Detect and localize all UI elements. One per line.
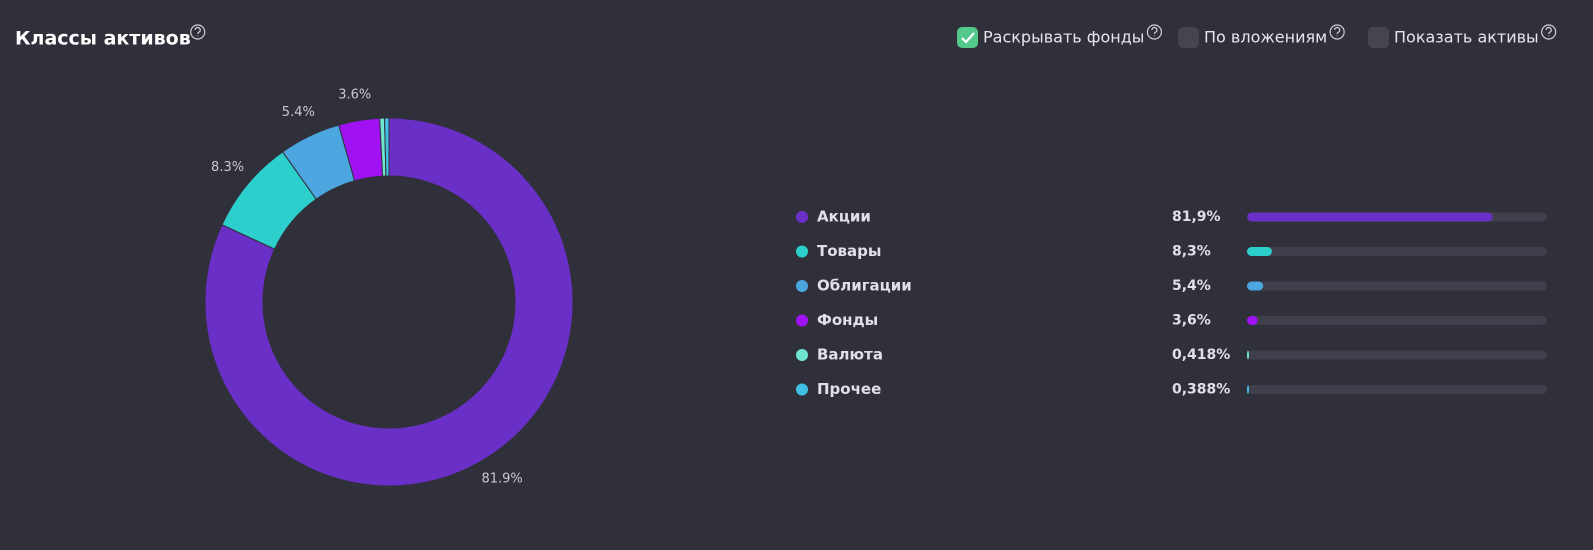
- legend-marker: [796, 349, 808, 361]
- bar-track: [1247, 281, 1547, 291]
- checkbox-box[interactable]: [1368, 27, 1389, 48]
- help-circle: [1541, 24, 1557, 40]
- slice-label: 3.6%: [338, 87, 371, 102]
- help-circle: [1146, 24, 1163, 40]
- legend-value: 81,9%: [1172, 209, 1221, 225]
- help-glyph: [1151, 26, 1158, 37]
- checkbox[interactable]: По вложениям: [1178, 27, 1327, 48]
- widget-title: Классы активов: [15, 28, 191, 50]
- legend-label: Валюта: [817, 346, 883, 364]
- bar: [1247, 247, 1272, 256]
- legend-value: 3,6%: [1172, 313, 1211, 329]
- legend-marker: [796, 245, 808, 258]
- help-glyph: [194, 26, 201, 37]
- donut-slice: [204, 117, 574, 487]
- slice-label: 5.4%: [282, 105, 315, 120]
- bar: [1247, 350, 1249, 360]
- help-icon[interactable]: [1146, 24, 1163, 40]
- bar-track: [1247, 247, 1547, 256]
- help-glyph: [1334, 26, 1341, 37]
- checkbox-label[interactable]: Раскрывать фонды: [983, 28, 1144, 47]
- checkbox-label[interactable]: Показать активы: [1394, 28, 1539, 47]
- legend-label: Фонды: [817, 311, 878, 329]
- bar: [1247, 385, 1249, 394]
- bar: [1247, 316, 1258, 325]
- checkbox-box[interactable]: [957, 27, 978, 48]
- legend-label: Облигации: [817, 277, 912, 295]
- legend-marker: [796, 383, 808, 396]
- help-icon[interactable]: [1329, 24, 1345, 40]
- help-circle: [190, 24, 206, 40]
- checkbox[interactable]: Раскрывать фонды: [957, 27, 1144, 48]
- legend-value: 0,418%: [1172, 347, 1230, 363]
- bar: [1247, 212, 1493, 222]
- slice-label: 8.3%: [211, 160, 244, 175]
- legend-value: 5,4%: [1172, 278, 1211, 294]
- legend-label: Прочее: [817, 380, 881, 398]
- help-circle: [1329, 24, 1345, 40]
- help-icon[interactable]: [1541, 24, 1557, 40]
- legend-value: 0,388%: [1172, 382, 1230, 398]
- help-glyph: [1545, 26, 1552, 37]
- legend-label: Товары: [817, 242, 881, 260]
- help-icon[interactable]: [190, 24, 206, 40]
- donut-slice: [384, 117, 390, 177]
- legend-label: Акции: [817, 208, 871, 226]
- legend-value: 8,3%: [1172, 244, 1211, 260]
- bar: [1247, 281, 1264, 291]
- legend-marker: [796, 280, 808, 292]
- legend-marker: [796, 314, 808, 327]
- bar-track: [1247, 385, 1547, 394]
- checkbox-label[interactable]: По вложениям: [1204, 28, 1327, 47]
- checkbox[interactable]: Показать активы: [1368, 27, 1539, 48]
- checkmark: [961, 32, 975, 44]
- bar-track: [1247, 316, 1547, 325]
- slice-label: 81.9%: [481, 471, 522, 486]
- checkbox-box[interactable]: [1178, 27, 1199, 48]
- legend-marker: [796, 211, 808, 223]
- bar-track: [1247, 350, 1547, 360]
